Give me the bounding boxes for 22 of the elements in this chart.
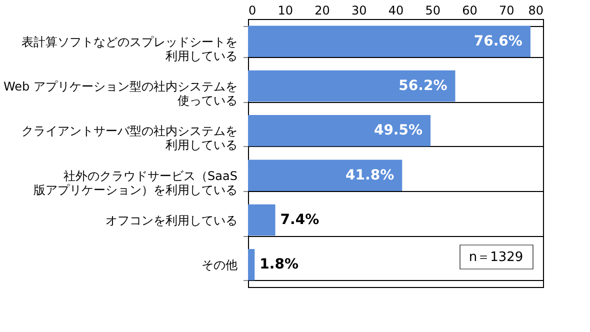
y-tick-label: Web アプリケーション型の社内システムを使っている bbox=[4, 80, 238, 108]
x-tick-label: 0 bbox=[248, 4, 256, 18]
data-label: 76.6% bbox=[474, 33, 522, 50]
y-tick-label: その他 bbox=[202, 258, 238, 272]
x-tick-label: 40 bbox=[388, 4, 404, 18]
y-tick-label: オフコンを利用している bbox=[106, 214, 238, 228]
x-tick-label: 70 bbox=[498, 4, 514, 18]
annotation: n＝1329 bbox=[468, 250, 524, 265]
data-label: 1.8% bbox=[260, 256, 298, 273]
y-tick-label: 社外のクラウドサービス（SaaS 版アプリケーション）を利用している bbox=[34, 168, 238, 197]
data-label: 41.8% bbox=[346, 167, 394, 184]
data-label: 7.4% bbox=[280, 212, 320, 228]
x-tick-label: 20 bbox=[314, 4, 330, 18]
x-tick-label: 50 bbox=[425, 4, 441, 18]
data-label: 49.5% bbox=[374, 122, 423, 139]
y-tick-label: 表計算ソフトなどのスプレッドシートを利用している bbox=[22, 34, 238, 63]
x-tick-label: 60 bbox=[462, 4, 478, 18]
data-label: 56.2% bbox=[398, 78, 448, 94]
y-tick-label: クライアントサーバ型の社内システムを利用している bbox=[22, 124, 238, 152]
x-tick-label: 10 bbox=[278, 4, 294, 18]
x-tick-label: 80 bbox=[528, 4, 544, 18]
x-tick-label: 30 bbox=[351, 4, 367, 18]
